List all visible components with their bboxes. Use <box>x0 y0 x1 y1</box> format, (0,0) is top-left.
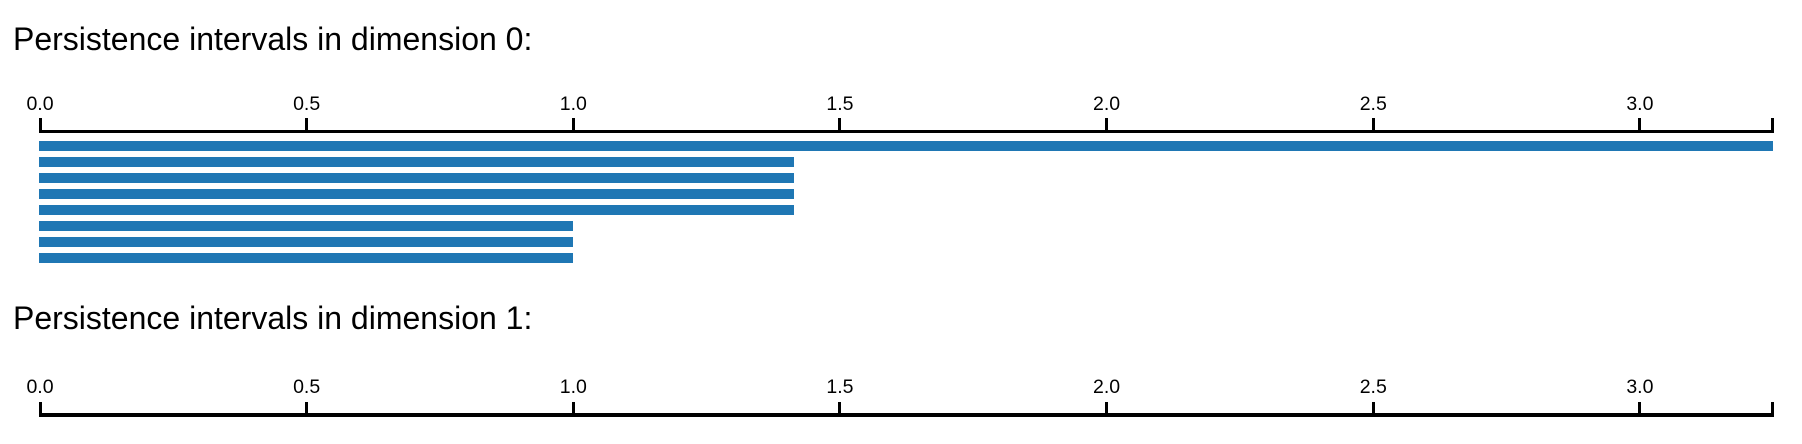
x-axis-tick-label: 2.5 <box>1359 376 1387 398</box>
x-axis-tick <box>1371 118 1375 133</box>
persistence-interval-bar <box>39 157 795 167</box>
x-axis-tick-label: 2.0 <box>1093 93 1121 115</box>
persistence-interval-bar <box>39 237 574 247</box>
x-axis-tick <box>305 118 309 133</box>
x-axis-tick <box>838 402 842 417</box>
persistence-interval-bar <box>39 221 574 231</box>
x-axis-line <box>38 129 1774 133</box>
x-axis-tick <box>1105 402 1109 417</box>
x-axis-tick-label: 1.5 <box>826 376 854 398</box>
dimension-0-title: Persistence intervals in dimension 0: <box>13 21 533 57</box>
x-axis-tick-label: 2.0 <box>1093 376 1121 398</box>
x-axis-tick-label: 0.0 <box>26 93 54 115</box>
persistence-interval-bar <box>39 173 795 183</box>
persistence-interval-bar <box>39 189 795 199</box>
x-axis-tick-label: 3.0 <box>1626 93 1654 115</box>
x-axis-tick <box>38 118 42 133</box>
x-axis-tick <box>1638 402 1642 417</box>
x-axis-tick-label: 1.0 <box>559 376 587 398</box>
x-axis-end-tick <box>1771 402 1774 417</box>
x-axis-tick <box>838 118 842 133</box>
x-axis-tick-label: 1.0 <box>559 93 587 115</box>
x-axis-tick-label: 3.0 <box>1626 376 1654 398</box>
x-axis-tick <box>571 118 575 133</box>
x-axis-tick <box>1371 402 1375 417</box>
x-axis-line <box>38 413 1774 417</box>
x-axis-tick <box>571 402 575 417</box>
x-axis-tick-label: 1.5 <box>826 93 854 115</box>
x-axis-tick <box>1105 118 1109 133</box>
x-axis-tick-label: 0.5 <box>293 376 321 398</box>
dimension-1-title: Persistence intervals in dimension 1: <box>13 300 533 336</box>
x-axis-tick <box>305 402 309 417</box>
x-axis-tick <box>38 402 42 417</box>
x-axis-tick <box>1638 118 1642 133</box>
persistence-interval-bar <box>39 205 795 215</box>
persistence-interval-bar <box>39 141 1774 151</box>
x-axis-tick-label: 0.0 <box>26 376 54 398</box>
x-axis-tick-label: 0.5 <box>293 93 321 115</box>
x-axis-tick-label: 2.5 <box>1359 93 1387 115</box>
x-axis-end-tick <box>1771 118 1774 133</box>
persistence-interval-bar <box>39 252 574 263</box>
